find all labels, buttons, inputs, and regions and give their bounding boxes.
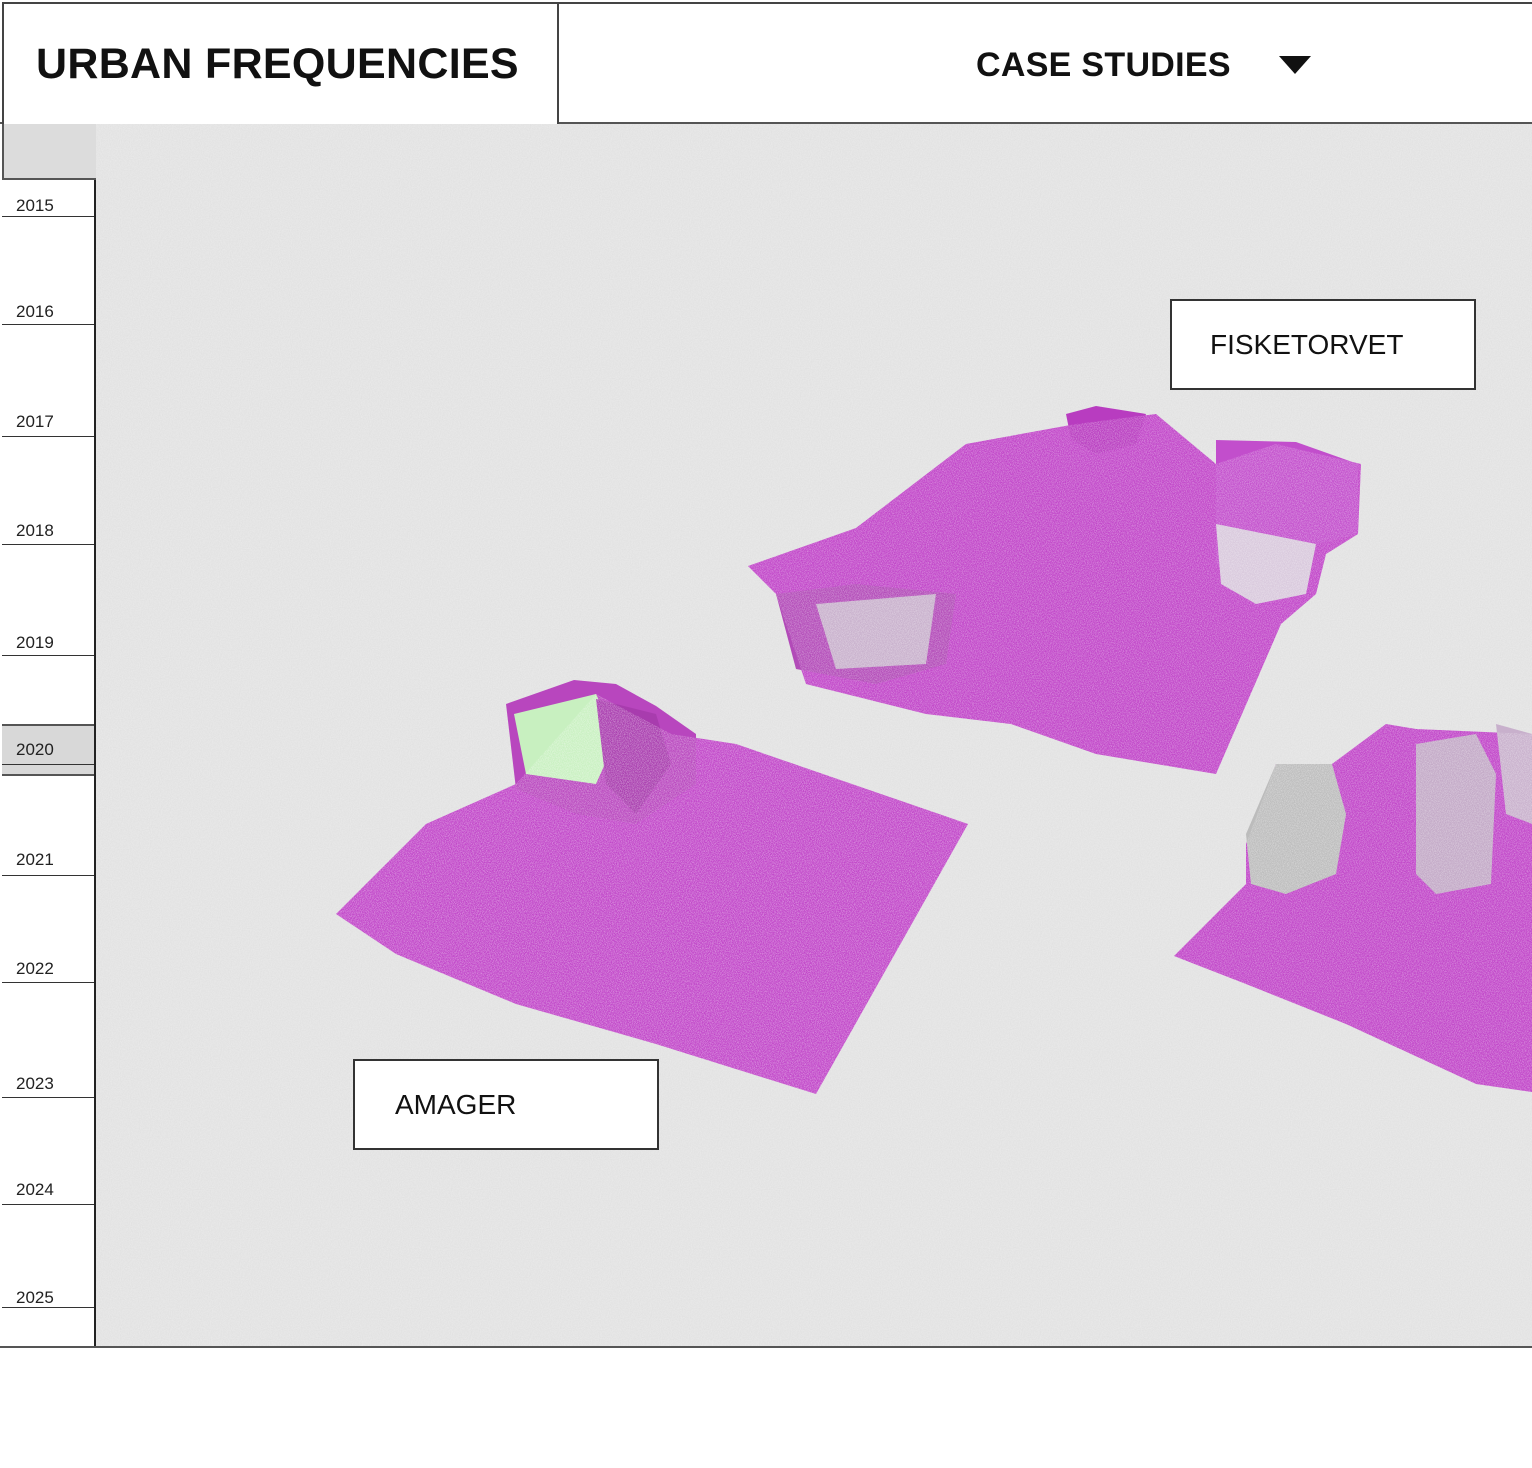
amager-label[interactable]: AMAGER bbox=[353, 1059, 659, 1150]
timeline-tick bbox=[2, 655, 94, 656]
year-2017[interactable]: 2017 bbox=[16, 412, 54, 431]
timeline-tick bbox=[2, 1097, 94, 1098]
year-2024[interactable]: 2024 bbox=[16, 1180, 54, 1199]
point-cloud-viewport[interactable]: FISKETORVET AMAGER bbox=[96, 124, 1532, 1346]
year-2018[interactable]: 2018 bbox=[16, 521, 54, 540]
year-2022[interactable]: 2022 bbox=[16, 959, 54, 978]
site-title[interactable]: URBAN FREQUENCIES bbox=[36, 40, 519, 88]
top-bar: URBAN FREQUENCIES CASE STUDIES bbox=[0, 0, 1532, 124]
timeline-tick bbox=[2, 875, 94, 876]
year-2019[interactable]: 2019 bbox=[16, 633, 54, 652]
active-year-highlight bbox=[2, 724, 94, 776]
timeline-tick bbox=[2, 1307, 94, 1308]
year-2015[interactable]: 2015 bbox=[16, 196, 54, 215]
year-2023[interactable]: 2023 bbox=[16, 1074, 54, 1093]
timeline-tick bbox=[2, 544, 94, 545]
case-studies-dropdown[interactable]: CASE STUDIES bbox=[976, 40, 1311, 90]
top-divider bbox=[559, 2, 1532, 4]
year-2021[interactable]: 2021 bbox=[16, 850, 54, 869]
amager-point-cloud[interactable] bbox=[336, 680, 968, 1094]
year-2016[interactable]: 2016 bbox=[16, 302, 54, 321]
fisketorvet-label-text[interactable]: FISKETORVET bbox=[1210, 328, 1404, 360]
year-2020[interactable]: 2020 bbox=[16, 740, 54, 759]
timeline-tick bbox=[2, 436, 94, 437]
caret-down-icon[interactable] bbox=[1278, 56, 1311, 74]
point-cloud-scene[interactable] bbox=[96, 124, 1532, 1346]
timeline-tick bbox=[2, 216, 94, 217]
case-studies-label[interactable]: CASE STUDIES bbox=[976, 45, 1231, 84]
timeline-tick bbox=[2, 324, 94, 325]
brand-panel[interactable]: URBAN FREQUENCIES bbox=[2, 2, 559, 124]
year-2025[interactable]: 2025 bbox=[16, 1288, 54, 1307]
year-timeline[interactable]: 2015 2016 2017 2018 2019 2020 2021 2022 … bbox=[0, 180, 96, 1346]
third-site-point-cloud[interactable] bbox=[1174, 724, 1532, 1092]
timeline-tick bbox=[2, 982, 94, 983]
bottom-divider bbox=[0, 1346, 1532, 1348]
timeline-tick bbox=[2, 1204, 94, 1205]
fisketorvet-label[interactable]: FISKETORVET bbox=[1170, 299, 1476, 390]
timeline-tick bbox=[2, 764, 94, 765]
amager-label-text[interactable]: AMAGER bbox=[395, 1088, 517, 1120]
fisketorvet-point-cloud[interactable] bbox=[748, 406, 1361, 774]
